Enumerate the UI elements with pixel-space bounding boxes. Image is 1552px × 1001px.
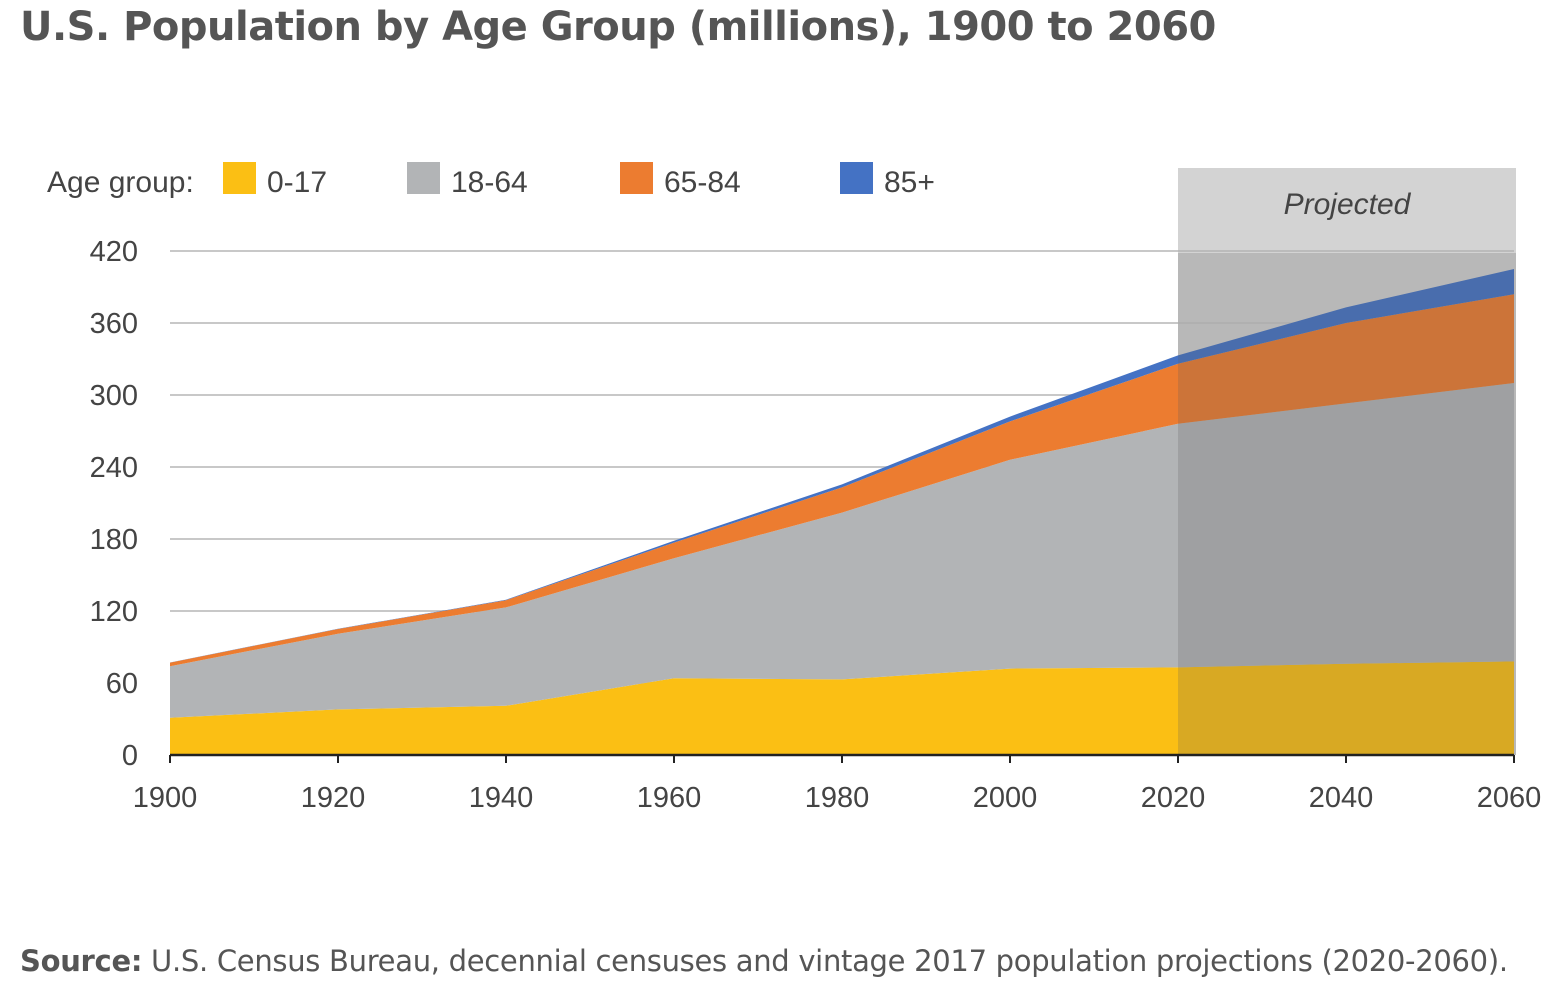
x-tick-label: 2000	[973, 782, 1038, 814]
legend-label-85+: 85+	[884, 166, 935, 199]
source-text: U.S. Census Bureau, decennial censuses a…	[142, 944, 1508, 978]
source-label: Source:	[20, 944, 143, 978]
y-tick-label: 240	[90, 452, 138, 484]
y-tick-label: 120	[90, 596, 138, 628]
x-tick-label: 1920	[301, 782, 366, 814]
legend-label-0-17: 0-17	[267, 166, 327, 199]
x-tick-label: 2020	[1141, 782, 1206, 814]
y-tick-label: 300	[90, 380, 138, 412]
legend-label-65-84: 65-84	[664, 166, 741, 199]
source-note: Source: U.S. Census Bureau, decennial ce…	[20, 944, 1508, 978]
legend-label-18-64: 18-64	[451, 166, 528, 199]
y-tick-label: 0	[122, 740, 138, 772]
projected-label: Projected	[1284, 188, 1412, 221]
y-tick-label: 420	[90, 236, 138, 268]
area-0-17	[170, 661, 1514, 755]
x-tick-label: 2040	[1309, 782, 1374, 814]
x-tick-label: 1900	[133, 782, 198, 814]
legend-swatch-18-64	[407, 162, 440, 194]
area-85+	[170, 269, 1514, 663]
y-tick-label: 60	[106, 668, 138, 700]
area-18-64	[170, 383, 1514, 718]
legend-swatch-0-17	[223, 162, 256, 194]
y-tick-label: 180	[90, 524, 138, 556]
projected-region-header	[1178, 168, 1516, 253]
y-tick-label: 360	[90, 308, 138, 340]
chart-title: U.S. Population by Age Group (millions),…	[20, 4, 1216, 50]
x-tick-label: 1980	[805, 782, 870, 814]
x-tick-label: 1940	[469, 782, 534, 814]
legend-swatch-65-84	[620, 162, 653, 194]
x-tick-label: 1960	[637, 782, 702, 814]
legend-swatch-85+	[840, 162, 873, 194]
legend-title: Age group:	[47, 166, 194, 199]
projected-region-overlay	[1178, 168, 1516, 755]
x-tick-label: 2060	[1477, 782, 1542, 814]
area-65-84	[170, 294, 1514, 667]
